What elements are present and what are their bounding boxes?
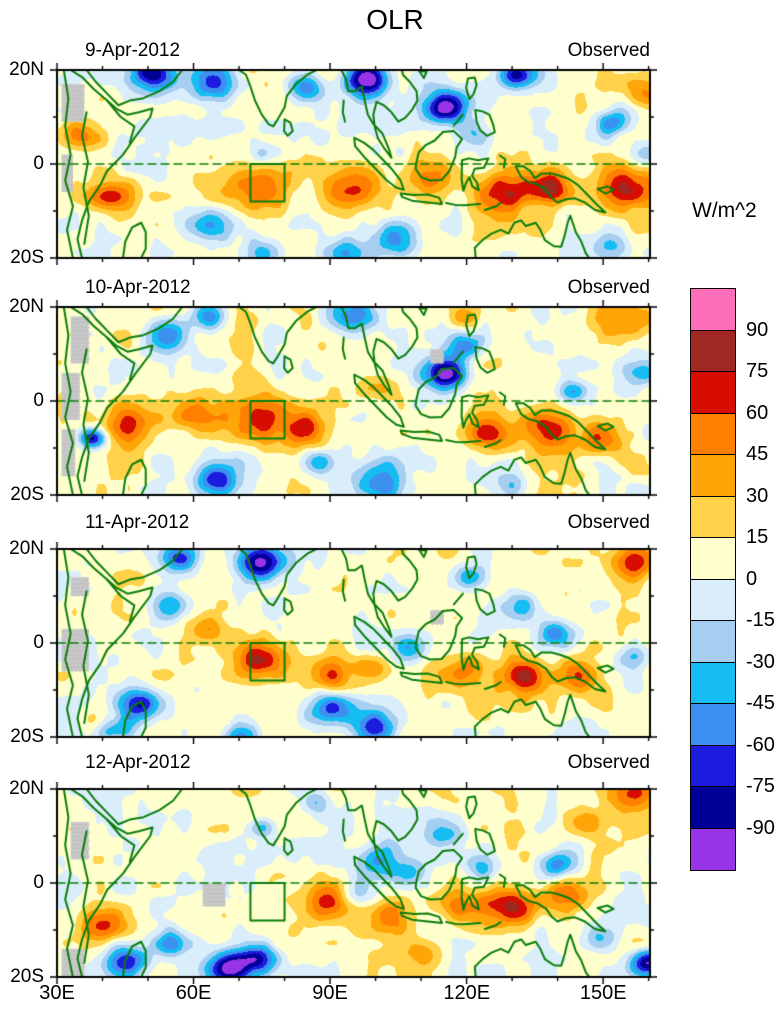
colorbar-cell — [691, 372, 735, 414]
colorbar-cell — [691, 662, 735, 704]
panel-2-ytick-20s: 20S — [10, 484, 44, 505]
colorbar-cell — [691, 621, 735, 663]
panel-3-source-label: Observed — [567, 512, 650, 533]
cbar-label-m90: -90 — [746, 816, 775, 839]
colorbar-cell — [691, 289, 735, 331]
xtick-120e: 120E — [443, 982, 491, 1004]
colorbar-cell — [691, 538, 735, 580]
xtick-90e: 90E — [312, 982, 348, 1004]
colorbar-cell — [691, 455, 735, 497]
map-panel-3 — [50, 542, 657, 744]
cbar-label-45: 45 — [746, 443, 769, 465]
cbar-label-75: 75 — [746, 360, 769, 382]
cbar-label-m15: -15 — [746, 609, 775, 631]
cbar-label-m30: -30 — [746, 650, 775, 673]
panel-3-ytick-20n: 20N — [9, 538, 44, 559]
panel-2-source-label: Observed — [567, 277, 650, 298]
colorbar-cell — [691, 330, 735, 372]
panel-1-date: 9-Apr-2012 — [85, 40, 181, 61]
xtick-30e: 30E — [39, 982, 75, 1004]
cbar-label-0: 0 — [746, 567, 758, 590]
panel-2-ytick-0: 0 — [33, 390, 44, 411]
colorbar-units-label: W/m^2 — [692, 199, 757, 222]
map-panel-4 — [50, 782, 657, 984]
panel-4-ytick-20s: 20S — [10, 966, 44, 987]
cbar-label-m45: -45 — [746, 692, 775, 714]
xtick-60e: 60E — [175, 982, 212, 1004]
cbar-label-30: 30 — [746, 484, 769, 507]
panel-2-date: 10-Apr-2012 — [85, 277, 191, 298]
panel-1-ytick-20s: 20S — [10, 247, 44, 268]
colorbar-cell — [691, 704, 735, 746]
panel-3-ytick-20s: 20S — [10, 726, 44, 747]
panel-4-date: 12-Apr-2012 — [85, 752, 191, 773]
cbar-label-60: 60 — [746, 401, 769, 424]
colorbar-cell — [691, 828, 735, 870]
xtick-150e: 150E — [579, 982, 627, 1004]
cbar-label-90: 90 — [746, 318, 769, 341]
colorbar-cell — [691, 413, 735, 455]
chart-title: OLR — [366, 4, 424, 35]
map-panel-1 — [50, 63, 657, 265]
cbar-label-m75: -75 — [746, 775, 775, 797]
colorbar-cell — [691, 579, 735, 621]
panel-3-date: 11-Apr-2012 — [85, 512, 190, 533]
panel-1-ytick-0: 0 — [33, 153, 44, 174]
colorbar-cell — [691, 745, 735, 787]
panel-4-ytick-20n: 20N — [9, 778, 44, 799]
cbar-label-15: 15 — [746, 526, 769, 548]
panel-2-ytick-20n: 20N — [9, 296, 44, 317]
panel-1-source-label: Observed — [567, 40, 650, 61]
map-panel-2 — [50, 300, 657, 502]
colorbar — [690, 288, 736, 871]
panel-4-ytick-0: 0 — [33, 872, 44, 893]
panel-4-source-label: Observed — [567, 752, 650, 773]
cbar-label-m60: -60 — [746, 733, 775, 756]
panel-1-ytick-20n: 20N — [9, 59, 44, 80]
colorbar-cell — [691, 496, 735, 538]
panel-3-ytick-0: 0 — [33, 632, 44, 653]
colorbar-cell — [691, 787, 735, 829]
